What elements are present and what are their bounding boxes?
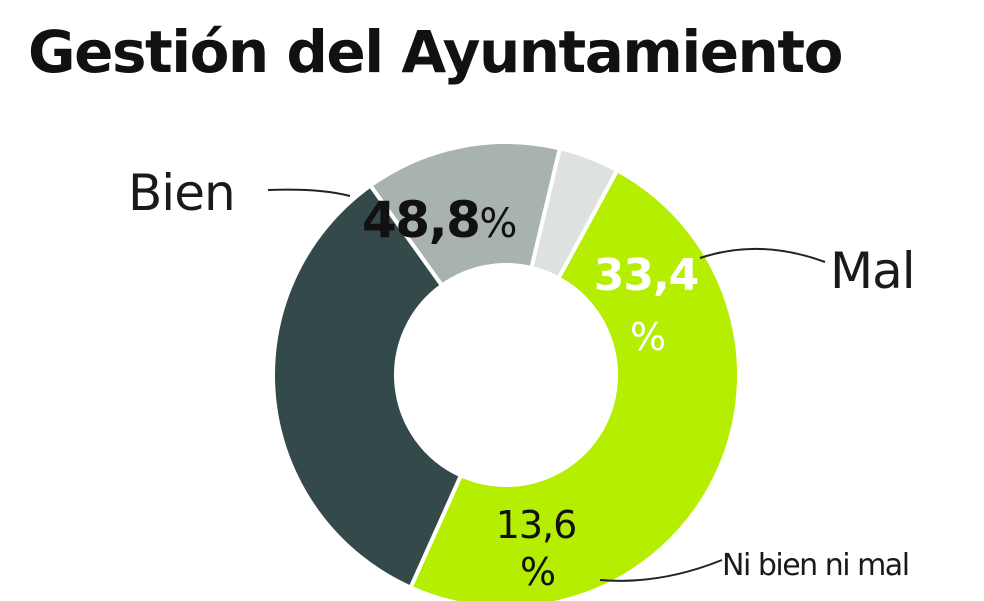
value-number-bien: 48,8 xyxy=(362,191,479,249)
donut-slice-ni-bien-ni-mal xyxy=(368,140,562,288)
leader-line-bien xyxy=(267,188,351,197)
category-label-mal: Mal xyxy=(830,242,915,300)
leader-lines xyxy=(267,188,826,582)
chart-title: Gestión del Ayuntamiento xyxy=(28,18,843,86)
value-number-mal: 33,4 xyxy=(594,250,699,301)
value-unit-mal: % xyxy=(630,315,666,359)
value-label-bien: 48,8% xyxy=(362,191,517,249)
donut-slice-unlabeled xyxy=(529,146,620,281)
leader-line-ni-bien-ni-mal xyxy=(599,559,723,582)
donut-slice-bien xyxy=(408,168,742,601)
donut-slices xyxy=(271,140,742,601)
category-label-bien: Bien xyxy=(128,164,235,222)
leader-line-mal xyxy=(699,247,826,263)
donut-slice-mal xyxy=(271,183,463,590)
value-unit-bien: % xyxy=(479,201,517,247)
value-number-ni-bien-ni-mal: 13,6 xyxy=(496,503,577,547)
category-label-ni-bien-ni-mal: Ni bien ni mal xyxy=(722,548,909,583)
value-unit-ni-bien-ni-mal: % xyxy=(520,550,556,594)
